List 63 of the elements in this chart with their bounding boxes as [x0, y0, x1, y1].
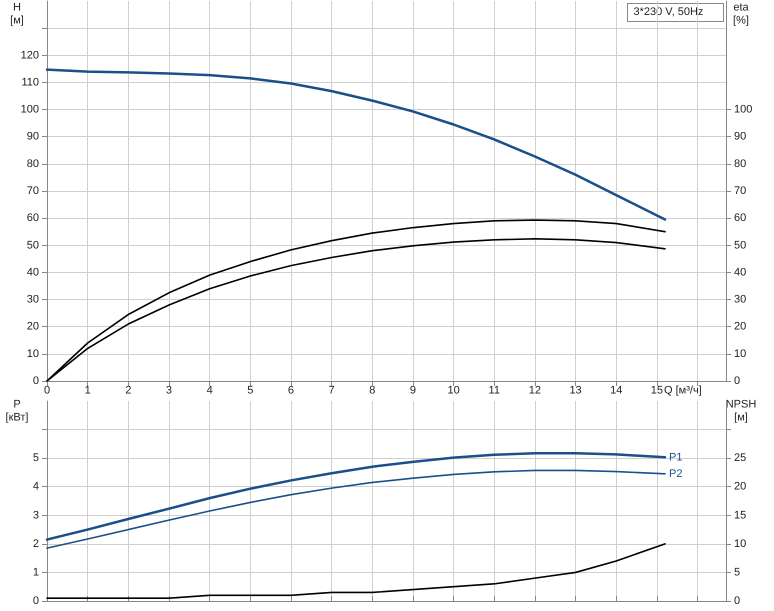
- y2-tick-label: 10: [734, 538, 746, 550]
- y2-tick-label: 30: [734, 294, 746, 306]
- y-tick-label: 4: [32, 480, 39, 493]
- x-tick-label: 14: [610, 384, 622, 396]
- x-tick-label: 15: [650, 384, 664, 396]
- y-tick-label: 5: [32, 452, 39, 464]
- y-tick-label: 60: [26, 212, 39, 224]
- y2-tick-label: 50: [734, 239, 746, 252]
- x-tick-label: 7: [328, 384, 335, 396]
- y2-tick-label: 5: [734, 566, 740, 578]
- y-tick-label: 0: [32, 595, 39, 607]
- y2-tick-label: 10: [734, 348, 746, 360]
- y2-tick-label: 25: [734, 452, 746, 464]
- y2-axis-title: eta [%]: [733, 2, 750, 26]
- line-series: [46, 452, 666, 541]
- y-tick-label: 50: [26, 239, 39, 252]
- y-tick-label: 3: [32, 509, 39, 522]
- x-axis-title: Q [м³/ч]: [664, 384, 702, 396]
- y-tick-label: 0: [32, 375, 39, 387]
- x-tick-label: 4: [206, 384, 213, 396]
- line-series: [46, 470, 666, 549]
- y2-tick-label: 100: [734, 104, 752, 116]
- y2-tick-label: 0: [734, 595, 740, 607]
- x-tick-label: 6: [288, 384, 294, 396]
- y-tick-label: 110: [21, 76, 39, 88]
- x-tick-label: 3: [166, 384, 172, 396]
- y-tick-label: 20: [26, 320, 39, 333]
- y-tick-label: 70: [26, 185, 39, 197]
- x-tick-label: 1: [84, 384, 91, 396]
- y-tick-label: 1: [32, 566, 39, 578]
- x-tick-label: 12: [528, 384, 542, 396]
- y2-tick-label: 90: [734, 130, 746, 143]
- y-axis-title: H [м]: [10, 2, 24, 26]
- series-label: P1: [669, 451, 682, 464]
- x-tick-label: 13: [569, 384, 582, 396]
- y2-tick-label: 20: [734, 480, 746, 493]
- y-axis-title: P [кВт]: [6, 398, 28, 424]
- y-tick-label: 2: [32, 538, 39, 550]
- y-tick-label: 100: [20, 104, 39, 116]
- y2-tick-label: 60: [734, 212, 746, 224]
- x-tick-label: 0: [44, 384, 50, 396]
- x-tick-label: 8: [369, 384, 376, 396]
- y2-tick-label: 0: [734, 375, 740, 387]
- y-tick-label: 80: [26, 158, 39, 170]
- x-tick-label: 10: [447, 384, 460, 396]
- line-series: [46, 543, 666, 599]
- x-tick-label: 9: [410, 384, 416, 396]
- line-series: [46, 68, 666, 221]
- x-tick-label: 5: [247, 384, 254, 396]
- y-tick-label: 40: [26, 266, 39, 278]
- y2-tick-label: 80: [734, 158, 746, 170]
- y2-tick-label: 20: [734, 320, 746, 333]
- x-tick-label: 2: [125, 384, 132, 396]
- y-tick-label: 30: [26, 294, 39, 306]
- y2-tick-label: 15: [734, 509, 746, 522]
- x-tick-label: 11: [488, 384, 500, 396]
- y2-axis-title: NPSH [м]: [726, 398, 756, 424]
- series-label: P2: [669, 468, 682, 480]
- y-tick-label: 90: [26, 130, 39, 143]
- y2-tick-label: 70: [734, 185, 746, 197]
- y-tick-label: 120: [20, 49, 39, 62]
- y-tick-label: 10: [26, 348, 39, 360]
- y2-tick-label: 40: [734, 266, 746, 278]
